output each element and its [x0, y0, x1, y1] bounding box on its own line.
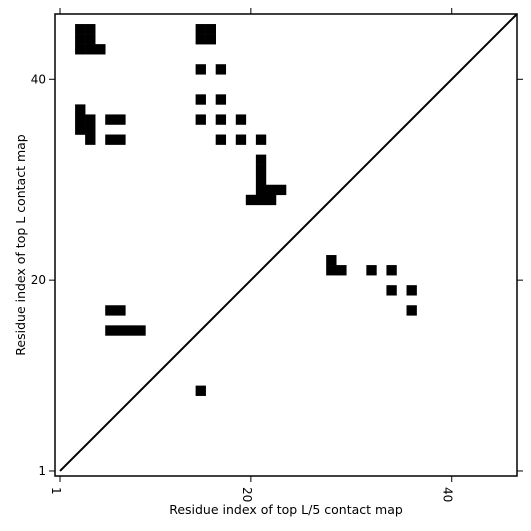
contact-cell-upper — [255, 154, 267, 165]
contact-cell-upper — [255, 164, 267, 175]
contact-cell-upper — [205, 24, 216, 35]
contact-cell-upper — [115, 134, 126, 145]
contact-cell-upper — [105, 134, 116, 145]
contact-cell-upper — [95, 44, 106, 55]
diagonal-line — [59, 13, 518, 472]
y-tick-label: 1 — [38, 464, 46, 478]
contact-cell-lower — [105, 325, 116, 336]
contact-cell-lower — [135, 325, 146, 336]
contact-cell-upper — [255, 174, 267, 186]
contact-cell-lower — [326, 255, 337, 266]
contact-cell-lower — [115, 305, 126, 316]
contact-cell-upper — [245, 194, 257, 206]
contact-cell-upper — [85, 24, 96, 35]
contact-cell-upper — [75, 114, 86, 125]
contact-cells — [75, 24, 417, 396]
contact-cell-upper — [215, 114, 227, 125]
contact-cell-upper — [85, 124, 96, 135]
contact-cell-upper — [85, 114, 96, 125]
contact-cell-upper — [85, 44, 96, 55]
contact-cell-upper — [75, 44, 86, 55]
contact-cell-upper — [275, 184, 287, 196]
contact-cell-upper — [85, 34, 96, 45]
contact-cell-lower — [326, 265, 337, 276]
contact-cell-upper — [235, 114, 247, 125]
contact-cell-lower — [195, 385, 206, 396]
contact-cell-upper — [75, 24, 86, 35]
plot-frame — [54, 13, 518, 477]
contact-cell-lower — [125, 325, 136, 336]
contact-cell-upper — [75, 124, 86, 135]
y-axis-label: Residue index of top L contact map — [13, 134, 28, 355]
contact-cell-upper — [195, 24, 206, 35]
contact-cell-upper — [105, 114, 116, 125]
contact-cell-lower — [386, 285, 397, 296]
axis-ticks: 1 20 40 1 20 40 — [31, 8, 523, 502]
contact-cell-lower — [406, 305, 417, 316]
contact-cell-upper — [75, 104, 86, 115]
contact-cell-upper — [205, 34, 216, 45]
contact-cell-upper — [215, 64, 227, 75]
contact-cell-upper — [115, 114, 126, 125]
contact-cell-lower — [366, 265, 377, 276]
y-tick-label: 20 — [31, 273, 46, 287]
contact-cell-lower — [105, 305, 116, 316]
contact-cell-upper — [265, 184, 277, 196]
x-tick-label: 40 — [441, 487, 455, 502]
contact-cell-upper — [235, 134, 247, 145]
contact-cell-upper — [195, 64, 206, 75]
contact-cell-upper — [195, 94, 206, 105]
contact-cell-upper — [255, 184, 267, 196]
x-tick-label: 1 — [49, 487, 63, 495]
contact-cell-lower — [115, 325, 126, 336]
contact-cell-upper — [255, 134, 267, 145]
contact-cell-upper — [75, 34, 86, 45]
contact-cell-upper — [215, 94, 227, 105]
contact-cell-upper — [85, 134, 96, 145]
contact-cell-upper — [255, 194, 267, 206]
contact-cell-lower — [406, 285, 417, 296]
contact-cell-upper — [195, 114, 206, 125]
y-tick-label: 40 — [31, 72, 46, 86]
contact-cell-upper — [215, 134, 227, 145]
x-tick-label: 20 — [240, 487, 254, 502]
contact-cell-lower — [386, 265, 397, 276]
contact-cell-lower — [336, 265, 347, 276]
contact-cell-upper — [265, 194, 277, 206]
contact-cell-upper — [195, 34, 206, 45]
x-axis-label: Residue index of top L/5 contact map — [169, 502, 403, 517]
